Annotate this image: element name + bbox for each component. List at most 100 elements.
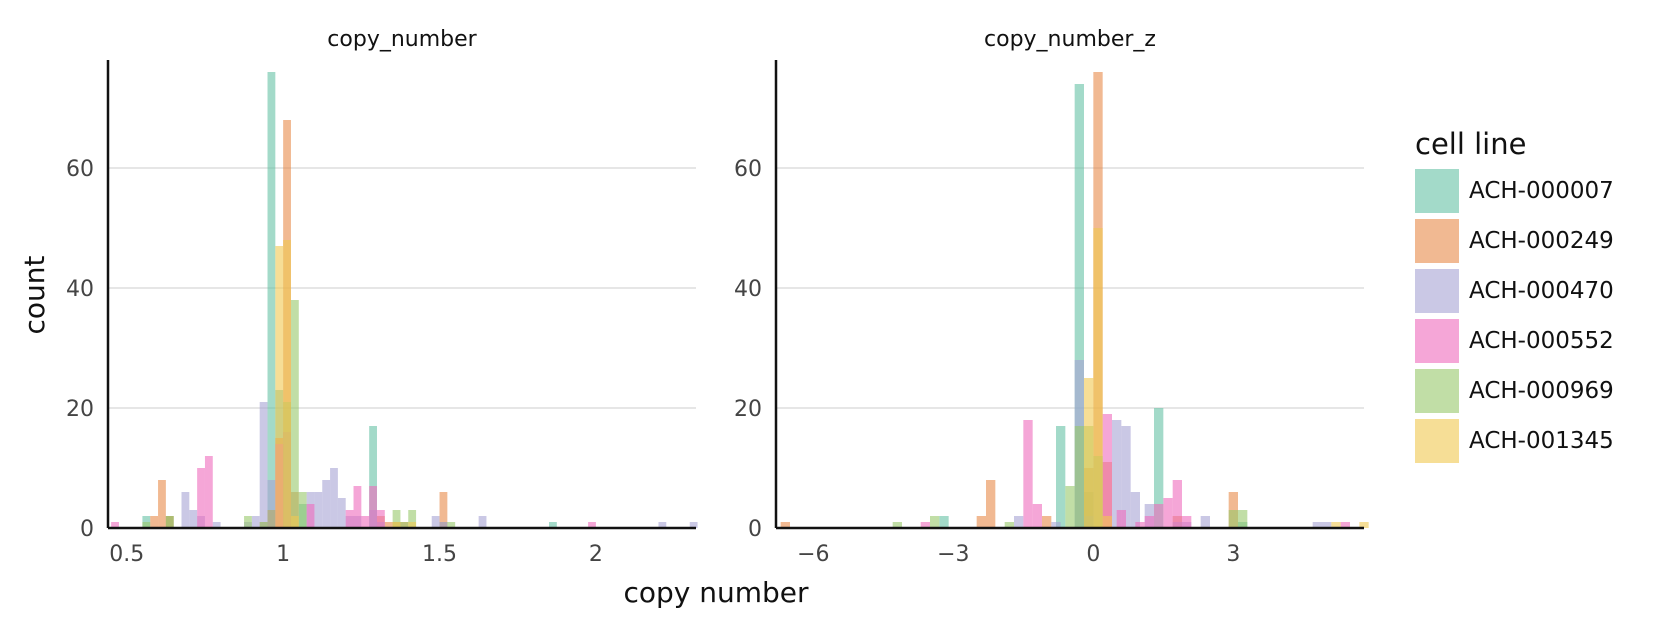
legend-swatch bbox=[1415, 269, 1459, 313]
histogram-bar bbox=[1074, 426, 1084, 528]
histogram-bar bbox=[1172, 480, 1182, 528]
histogram-bar bbox=[1032, 504, 1042, 528]
histogram-bar bbox=[1056, 426, 1066, 528]
histogram-bar bbox=[1051, 522, 1061, 528]
histogram-bar bbox=[549, 522, 557, 528]
legend-label: ACH-000249 bbox=[1469, 228, 1614, 254]
histogram-bar bbox=[1084, 378, 1094, 528]
histogram-bar bbox=[1340, 522, 1350, 528]
histogram-bar bbox=[439, 492, 448, 528]
histogram-bar bbox=[376, 510, 385, 528]
legend-item: ACH-000007 bbox=[1415, 166, 1645, 216]
histogram-bar bbox=[251, 516, 260, 528]
histogram-bar bbox=[283, 240, 291, 528]
y-tick-label: 60 bbox=[66, 157, 94, 182]
histogram-bar bbox=[322, 480, 331, 528]
histogram-bar bbox=[1331, 522, 1341, 528]
legend-label: ACH-000007 bbox=[1469, 178, 1614, 204]
legend-label: ACH-000552 bbox=[1469, 328, 1614, 354]
y-tick-label: 0 bbox=[748, 517, 762, 542]
histogram-bar bbox=[892, 522, 902, 528]
histogram-bar bbox=[930, 516, 940, 528]
panel-title: copy_number bbox=[327, 27, 477, 52]
legend-swatch bbox=[1415, 319, 1459, 363]
histogram-bar bbox=[1238, 510, 1248, 528]
histogram-bar bbox=[314, 492, 323, 528]
histogram-bar bbox=[1182, 516, 1192, 528]
histogram-bar bbox=[392, 510, 401, 528]
histogram-bar bbox=[478, 516, 487, 528]
histogram-bar bbox=[408, 510, 417, 528]
histogram-bar bbox=[111, 522, 119, 528]
histogram-bar bbox=[1322, 522, 1332, 528]
histogram-bar bbox=[1102, 414, 1112, 528]
histogram-bar bbox=[986, 480, 996, 528]
histogram-bar bbox=[1144, 516, 1154, 528]
histogram-bar bbox=[408, 522, 417, 528]
histogram-bar bbox=[384, 522, 393, 528]
legend-item: ACH-000249 bbox=[1415, 216, 1645, 266]
histogram-bar bbox=[181, 492, 190, 528]
histogram-bar bbox=[158, 480, 166, 528]
y-tick-label: 40 bbox=[66, 277, 94, 302]
x-tick-label: 1 bbox=[276, 542, 290, 567]
histogram-bar bbox=[1042, 516, 1052, 528]
x-axis-title: copy number bbox=[623, 576, 809, 609]
histogram-bar bbox=[439, 522, 448, 528]
histogram-bar bbox=[780, 522, 790, 528]
histogram-bar bbox=[1312, 522, 1322, 528]
y-tick-label: 20 bbox=[734, 397, 762, 422]
histogram-bar bbox=[267, 510, 276, 528]
x-tick-label: 0 bbox=[1086, 542, 1100, 567]
panel-copy-number-z: 0 20 40 60 −6 −3 0 3 copy_number_z bbox=[734, 27, 1369, 567]
histogram-bar bbox=[361, 516, 370, 528]
histogram-bar bbox=[189, 510, 198, 528]
histogram-bar bbox=[976, 516, 986, 528]
histogram-bar bbox=[1065, 486, 1075, 528]
legend-item: ACH-000470 bbox=[1415, 266, 1645, 316]
histogram-bar bbox=[1112, 420, 1122, 528]
histogram-bar bbox=[1228, 510, 1238, 528]
histogram-bar bbox=[431, 516, 440, 528]
histogram-bar bbox=[212, 522, 221, 528]
x-tick-label: −6 bbox=[797, 542, 829, 567]
panel-title: copy_number_z bbox=[984, 27, 1156, 52]
histogram-bar bbox=[204, 456, 213, 528]
histogram-bar bbox=[267, 72, 276, 528]
x-tick-label: 0.5 bbox=[109, 542, 144, 567]
y-axis-title: count bbox=[18, 255, 51, 334]
x-tick-label: −3 bbox=[937, 542, 969, 567]
histogram-bar bbox=[298, 492, 307, 528]
histogram-bar bbox=[353, 486, 362, 528]
legend-title: cell line bbox=[1415, 127, 1527, 161]
histogram-bar bbox=[275, 246, 284, 528]
y-tick-label: 40 bbox=[734, 277, 762, 302]
histogram-bar bbox=[197, 468, 205, 528]
legend-items: ACH-000007 ACH-000249 ACH-000470 ACH-000552… bbox=[1415, 166, 1645, 466]
legend-label: ACH-000470 bbox=[1469, 278, 1614, 304]
histogram-bar bbox=[1200, 516, 1210, 528]
y-tick-label: 60 bbox=[734, 157, 762, 182]
histogram-bar bbox=[1116, 510, 1126, 528]
histogram-bar bbox=[658, 522, 667, 528]
histogram-bar bbox=[165, 516, 174, 528]
x-tick-label: 3 bbox=[1226, 542, 1240, 567]
histogram-bar bbox=[920, 522, 930, 528]
panel-copy-number: 0 20 40 60 0.5 1 1.5 2 copy_number bbox=[66, 27, 698, 567]
legend-item: ACH-000552 bbox=[1415, 316, 1645, 366]
legend-swatch bbox=[1415, 419, 1459, 463]
histogram-bar bbox=[1074, 84, 1084, 528]
histogram-bar bbox=[1163, 498, 1173, 528]
histogram-bar bbox=[1004, 522, 1014, 528]
histogram-bar bbox=[150, 516, 159, 528]
histogram-bar bbox=[369, 426, 377, 528]
histogram-bar bbox=[1093, 228, 1103, 528]
histogram-bar bbox=[1014, 516, 1024, 528]
histogram-bar bbox=[447, 522, 456, 528]
histogram-bar bbox=[259, 522, 268, 528]
histogram-bar bbox=[244, 516, 252, 528]
histogram-bar bbox=[290, 300, 299, 528]
y-tick-label: 20 bbox=[66, 397, 94, 422]
histogram-bar bbox=[330, 468, 338, 528]
